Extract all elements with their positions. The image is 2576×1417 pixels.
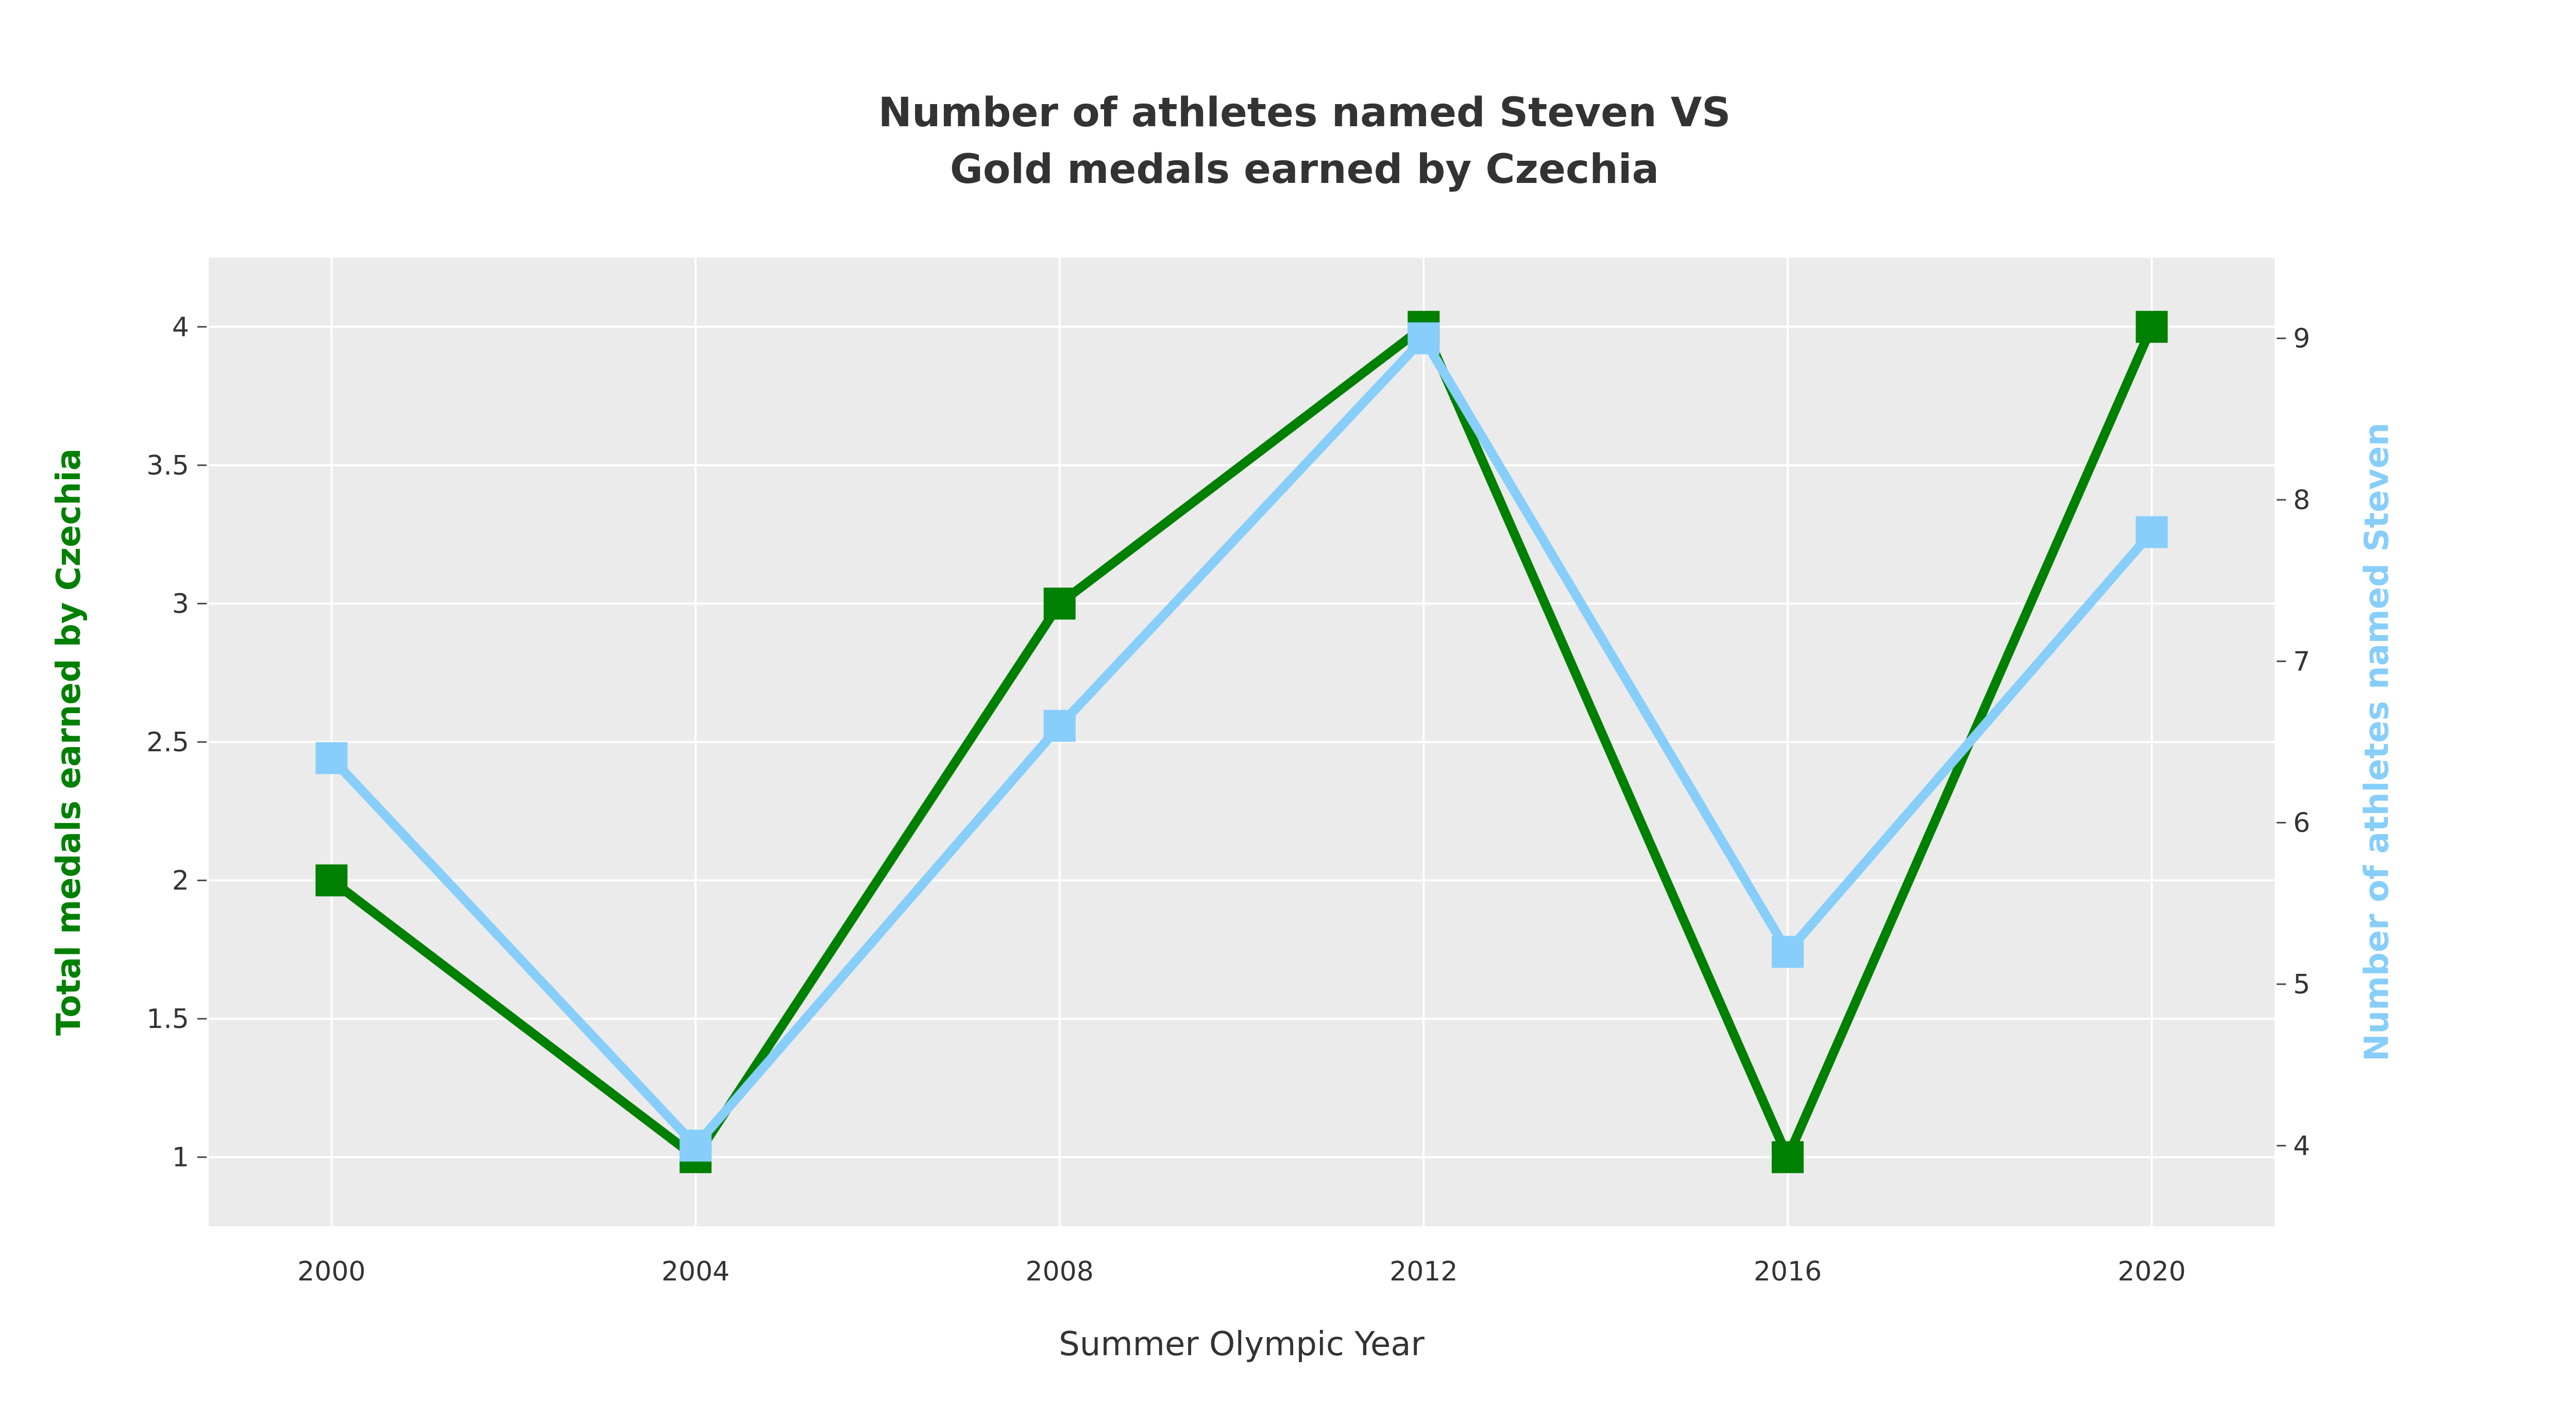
y-right-tick-labels: 4 5 6 7 8 9	[2277, 324, 2310, 1161]
series-2-point	[2136, 516, 2168, 548]
x-tick-label: 2004	[662, 1256, 730, 1287]
x-tick-labels: 2000 2004 2008 2012 2016 2020	[297, 1256, 2185, 1287]
chart-title-line1: Number of athletes named Steven VS	[878, 90, 1731, 136]
y-gridlines	[209, 326, 2275, 1158]
series-2-point	[1408, 322, 1440, 355]
y-right-tick-label: 5	[2293, 969, 2310, 1000]
y-left-tick-label: 2	[172, 866, 189, 897]
y-right-tick-label: 9	[2293, 324, 2310, 355]
series-2-point	[1771, 936, 1804, 968]
series-1-point	[2136, 311, 2168, 343]
y-right-tick-label: 6	[2293, 808, 2310, 839]
y-left-tick-label: 4	[172, 312, 189, 343]
y-left-tick-label: 3	[172, 588, 189, 619]
series-2-point	[680, 1129, 712, 1162]
y-left-tick-label: 1	[172, 1142, 189, 1173]
y-right-tick-label: 4	[2293, 1131, 2310, 1161]
x-tick-label: 2000	[297, 1256, 365, 1287]
y-left-tick-label: 2.5	[146, 727, 189, 758]
series-lines	[328, 322, 2156, 1162]
series-1-point	[1771, 1141, 1804, 1173]
y-left-tick-label: 3.5	[146, 450, 189, 481]
x-tick-label: 2020	[2117, 1256, 2185, 1287]
series-line-2	[328, 333, 2156, 1151]
series-2-point	[1043, 710, 1076, 742]
chart-title-line2: Gold medals earned by Czechia	[950, 146, 1659, 193]
y-right-tick-label: 7	[2293, 646, 2310, 677]
series-line-1	[329, 322, 2156, 1162]
series-1-point	[315, 864, 348, 897]
x-tick-label: 2008	[1026, 1256, 1094, 1287]
x-axis-title: Summer Olympic Year	[1059, 1325, 1425, 1363]
series-1-point	[1043, 587, 1076, 620]
y-left-axis-title: Total medals earned by Czechia	[50, 448, 88, 1036]
x-tick-label: 2012	[1389, 1256, 1458, 1287]
series-markers	[315, 311, 2168, 1173]
y-right-tick-label: 8	[2293, 485, 2310, 516]
x-tick-label: 2016	[1754, 1256, 1822, 1287]
y-left-tick-labels: 1 1.5 2 2.5 3 3.5 4	[146, 312, 207, 1173]
series-2-point	[315, 742, 348, 774]
y-right-axis-title: Number of athletes named Steven	[2358, 423, 2396, 1061]
y-left-tick-label: 1.5	[146, 1004, 189, 1035]
